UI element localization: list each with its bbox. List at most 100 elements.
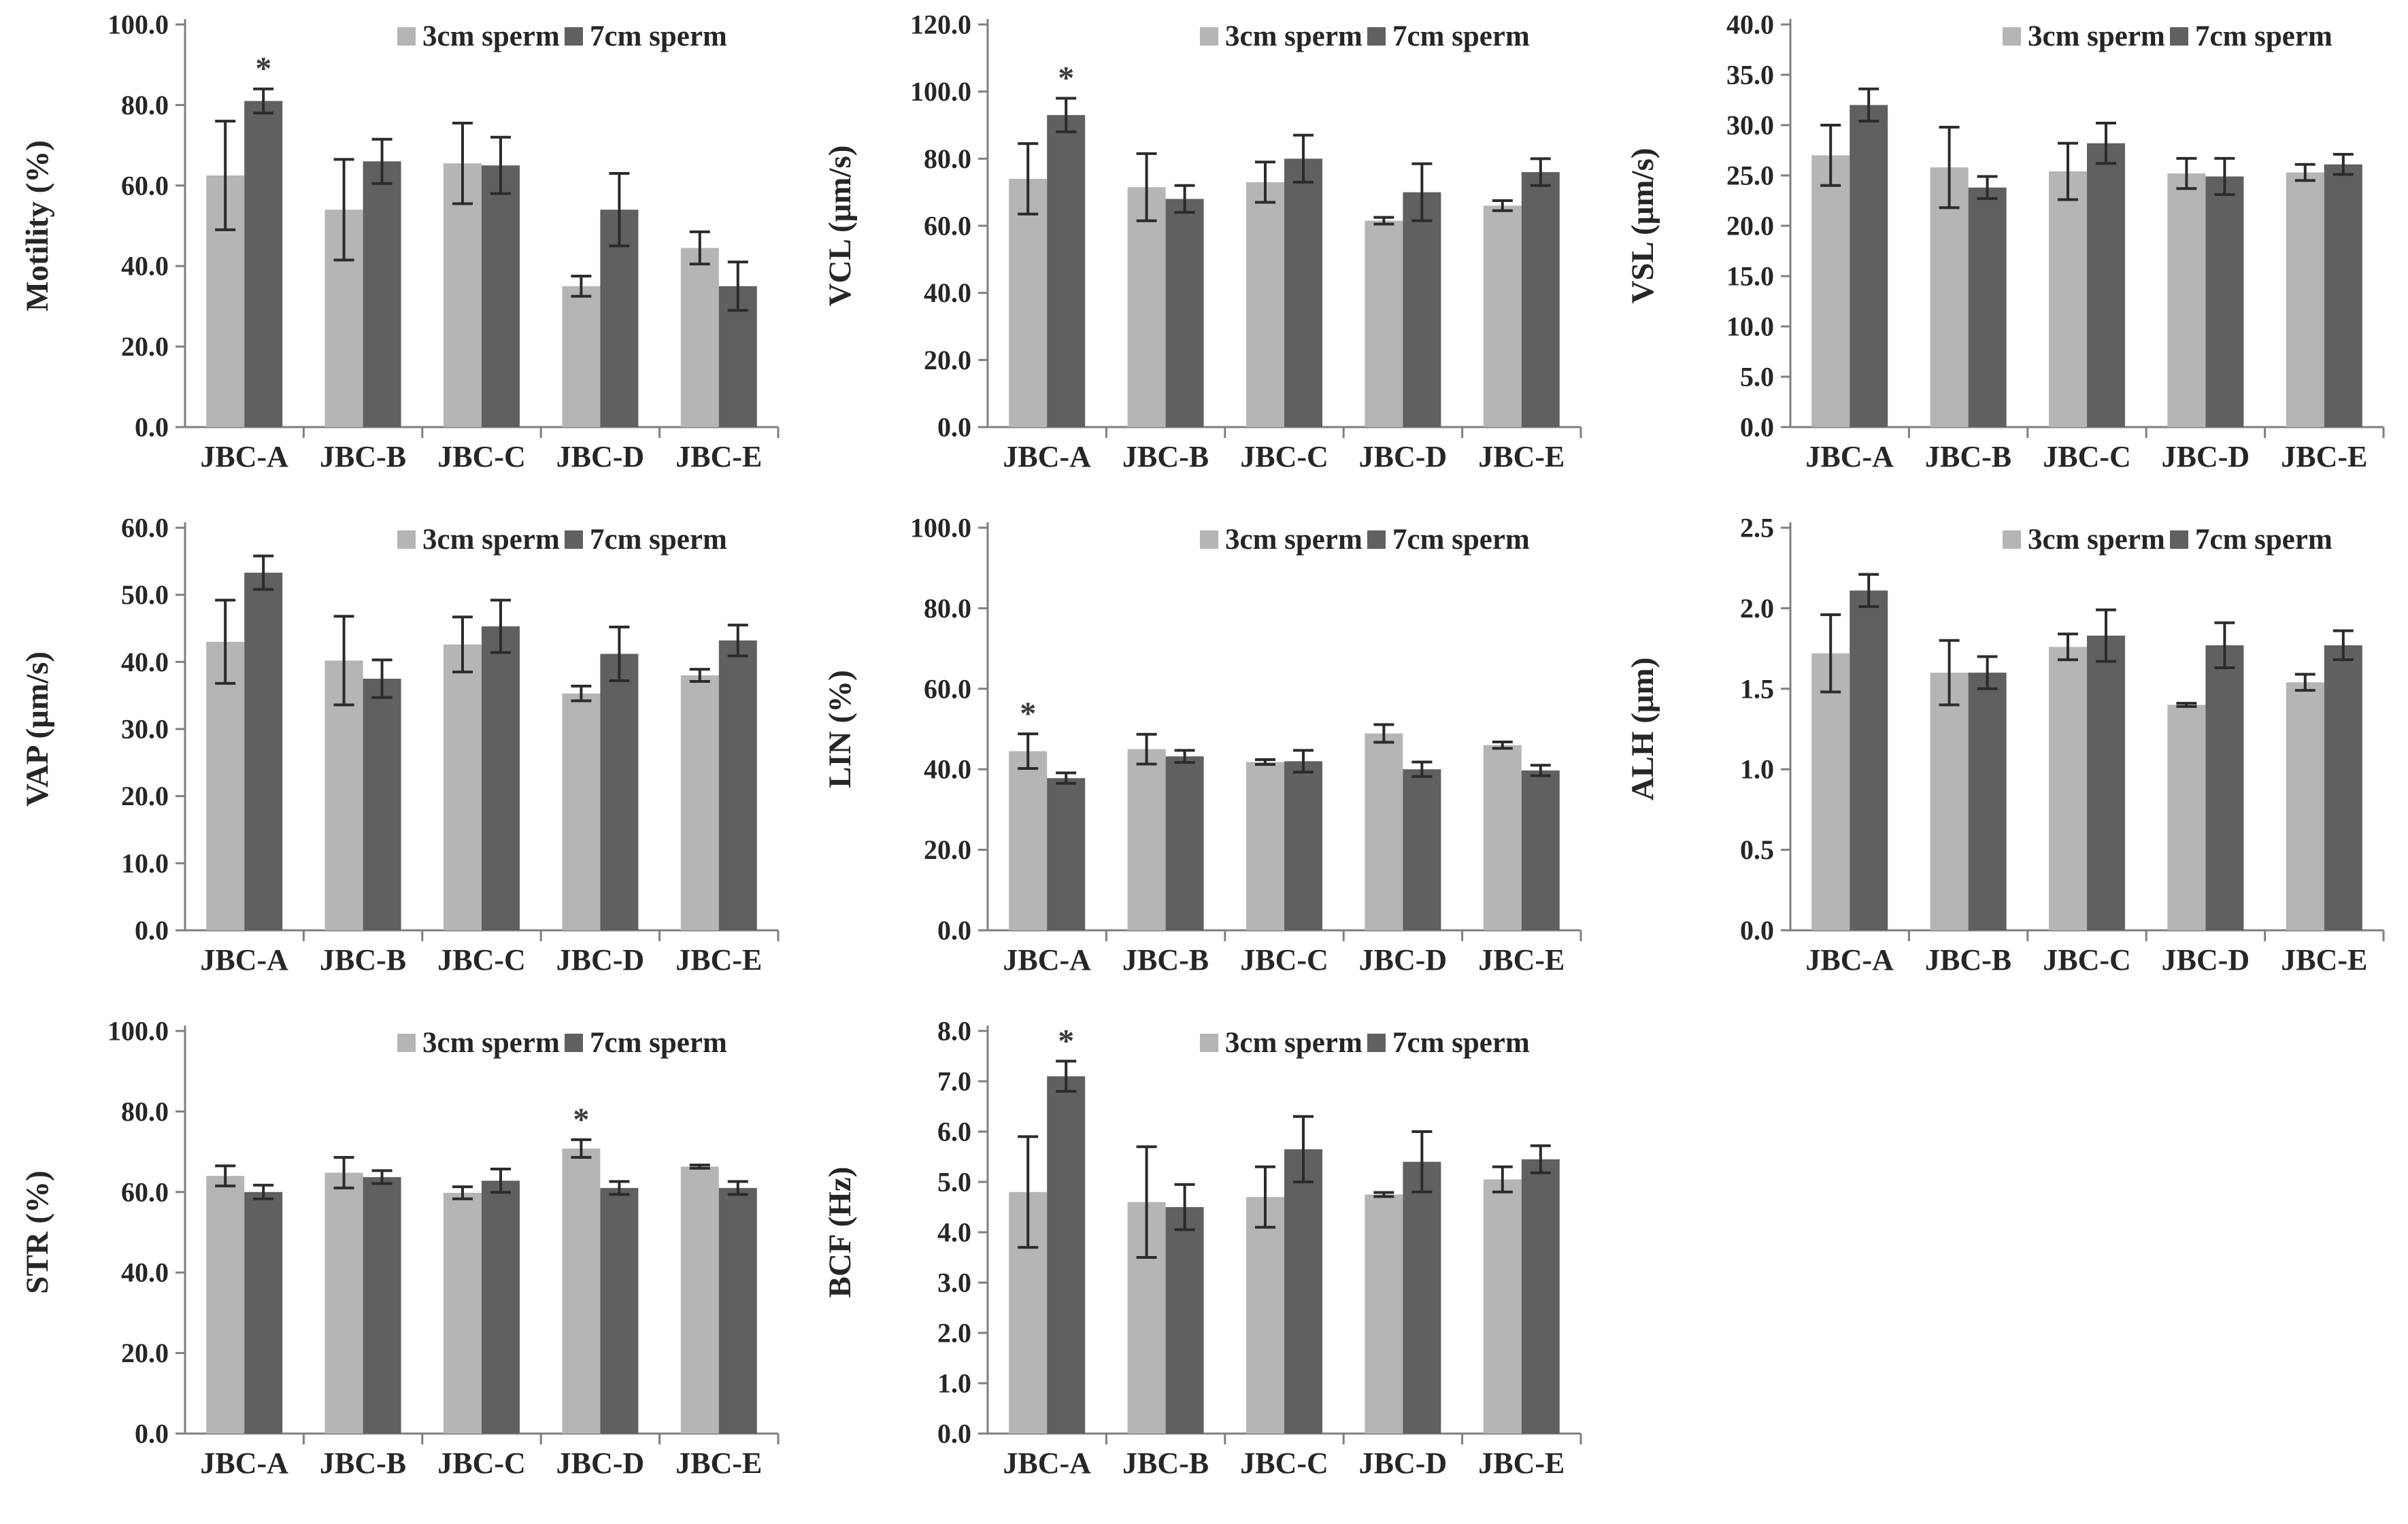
legend-label: 3cm sperm [422,524,560,556]
x-category-label: JBC-D [1359,440,1448,473]
y-tick-label: 2.5 [1740,513,1774,543]
bar-3cm-JBC-C [444,163,482,428]
bar-3cm-JBC-A [1009,751,1048,930]
legend-swatch-7cm [565,1034,583,1052]
x-category-label: JBC-E [2281,943,2367,977]
x-category-label: JBC-C [2043,440,2131,473]
y-tick-label: 3.0 [937,1268,971,1298]
y-tick-label: 60.0 [121,1176,169,1207]
y-axis-title: STR (%) [20,1170,55,1293]
significance-marker: * [255,51,271,87]
significance-marker: * [1020,696,1036,732]
legend-swatch-7cm [565,530,583,549]
y-axis-title: VCL (μm/s) [822,146,858,307]
y-tick-label: 80.0 [121,1096,169,1127]
bar-7cm-JBC-B [1165,1207,1204,1434]
y-tick-label: 0.0 [135,915,169,946]
y-tick-label: 40.0 [924,754,971,785]
x-category-label: JBC-E [1478,943,1565,977]
bar-3cm-JBC-A [1811,653,1850,930]
bar-3cm-JBC-E [1483,745,1522,930]
bar-7cm-JBC-B [363,1176,401,1434]
y-tick-label: 8.0 [937,1016,971,1047]
x-category-label: JBC-B [1122,1446,1209,1480]
y-tick-label: 2.0 [937,1318,971,1349]
y-tick-label: 0.0 [135,412,169,443]
significance-marker: * [1058,61,1074,97]
vcl-bar-chart: 0.0 20.0 40.0 60.0 80.0 100.0 120.0 JBC-A JBC-B J… [822,10,1582,473]
y-tick-label: 120.0 [910,10,971,40]
x-category-label: JBC-B [320,943,406,977]
y-tick-label: 0.0 [937,412,971,443]
y-tick-label: 20.0 [924,345,971,375]
bar-3cm-JBC-C [1246,762,1284,930]
legend-label: 7cm sperm [1392,20,1530,52]
bar-7cm-JBC-E [1521,1159,1560,1434]
bar-7cm-JBC-C [2087,143,2125,427]
x-category-label: JBC-A [1805,440,1894,473]
x-category-label: JBC-D [556,440,645,473]
bar-3cm-JBC-E [680,675,719,930]
legend-label: 3cm sperm [1225,20,1362,52]
legend-label: 3cm sperm [422,1027,560,1059]
y-tick-label: 100.0 [107,1016,169,1047]
x-category-label: JBC-E [675,440,762,473]
legend-swatch-3cm [1200,1034,1218,1052]
legend-swatch-7cm [2170,27,2188,46]
bar-7cm-JBC-E [2324,645,2362,930]
bar-7cm-JBC-A [1047,115,1086,427]
legend-label: 7cm sperm [590,1027,727,1059]
y-tick-label: 25.0 [1726,160,1774,191]
y-tick-label: 60.0 [121,513,169,543]
x-category-label: JBC-A [200,440,288,473]
bar-7cm-JBC-A [1850,590,1888,930]
x-category-label: JBC-A [1003,1446,1091,1480]
bar-7cm-JBC-E [718,1187,757,1434]
empty-cell [1605,1006,2408,1524]
chart-vsl: 0.0 5.0 10.0 15.0 20.0 25.0 30.0 35.0 40.0 JBC-A J… [1605,0,2408,503]
bar-3cm-JBC-B [1127,187,1166,427]
legend-label: 3cm sperm [422,20,560,52]
bar-7cm-JBC-A [1047,1076,1086,1434]
y-tick-label: 60.0 [924,211,971,241]
bar-7cm-JBC-E [718,640,757,930]
lin-bar-chart: 0.0 20.0 40.0 60.0 80.0 100.0 JBC-A JBC-B JBC-C J… [822,513,1582,977]
y-tick-label: 15.0 [1726,261,1774,292]
x-category-label: JBC-A [200,943,288,977]
bar-7cm-JBC-C [1284,158,1322,428]
bar-7cm-JBC-D [2205,176,2244,427]
bar-7cm-JBC-E [1521,172,1560,428]
legend-label: 7cm sperm [2195,524,2332,556]
x-category-label: JBC-C [437,1446,526,1480]
legend-label: 7cm sperm [590,524,727,556]
bar-7cm-JBC-D [1403,769,1441,930]
bar-3cm-JBC-D [562,693,601,930]
bar-3cm-JBC-E [2286,682,2324,930]
chart-str: 0.0 20.0 40.0 60.0 80.0 100.0 JBC-A JBC-B JBC-C J… [0,1006,803,1524]
bar-3cm-JBC-C [444,1192,482,1434]
y-tick-label: 100.0 [910,76,971,107]
y-tick-label: 30.0 [1726,110,1774,141]
legend-swatch-3cm [1200,530,1218,549]
x-category-label: JBC-E [2281,440,2367,473]
y-tick-label: 7.0 [937,1066,971,1097]
legend-swatch-3cm [397,1034,416,1052]
bar-7cm-JBC-A [244,101,283,428]
x-category-label: JBC-B [1122,943,1209,977]
legend-label: 3cm sperm [1225,1027,1362,1059]
y-tick-label: 60.0 [924,673,971,704]
x-category-label: JBC-D [2162,943,2250,977]
y-tick-label: 40.0 [121,1257,169,1288]
bar-7cm-JBC-D [600,654,639,930]
y-tick-label: 50.0 [121,579,169,610]
bar-3cm-JBC-E [2286,172,2324,427]
x-category-label: JBC-C [437,943,526,977]
bar-3cm-JBC-B [1930,167,1969,427]
bar-7cm-JBC-B [1165,756,1204,930]
chart-vcl: 0.0 20.0 40.0 60.0 80.0 100.0 120.0 JBC-A JBC-B J… [803,0,1605,503]
chart-alh: 0.0 0.5 1.0 1.5 2.0 2.5 JBC-A JBC-B JBC-C JBC-D JB… [1605,503,2408,1006]
y-axis-title: ALH (μm) [1625,658,1660,801]
y-tick-label: 30.0 [121,714,169,745]
bar-3cm-JBC-B [1930,673,1969,930]
